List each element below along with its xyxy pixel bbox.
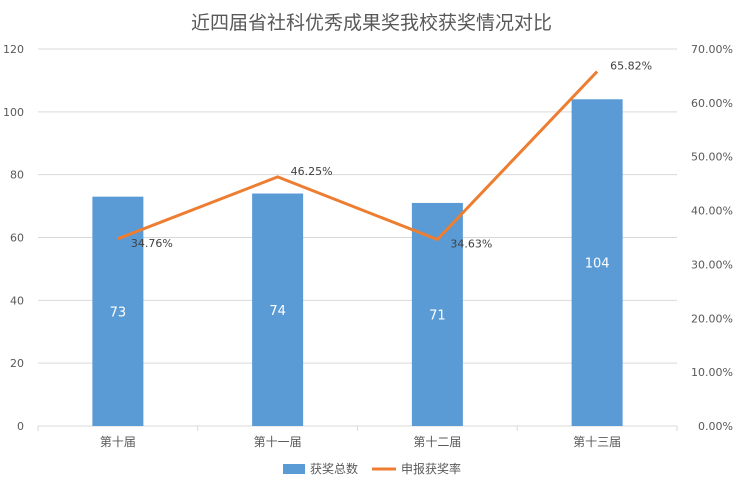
y-right-tick-label: 70.00% (691, 43, 733, 56)
legend-label: 申报获奖率 (401, 461, 461, 476)
line-series (118, 72, 597, 240)
legend-swatch-bar (283, 464, 305, 474)
bar-value-label: 73 (110, 305, 127, 320)
y-left-tick-label: 80 (10, 169, 24, 182)
bar-value-label: 104 (585, 257, 610, 272)
x-category-label: 第十二届 (413, 435, 461, 449)
x-category-label: 第十届 (100, 435, 136, 449)
line-value-label: 65.82% (610, 60, 652, 73)
y-left-tick-label: 20 (10, 357, 24, 370)
y-right-tick-label: 20.00% (691, 312, 733, 325)
line-value-label: 46.25% (291, 165, 333, 178)
y-left-tick-label: 40 (10, 294, 24, 307)
y-left-tick-label: 60 (10, 232, 24, 245)
y-right-tick-label: 40.00% (691, 205, 733, 218)
y-right-tick-label: 0.00% (698, 420, 733, 433)
line-value-label: 34.63% (450, 237, 492, 250)
line-value-label: 34.76% (131, 237, 173, 250)
y-left-tick-label: 100 (3, 106, 24, 119)
y-right-tick-label: 30.00% (691, 258, 733, 271)
x-category-label: 第十一届 (254, 435, 302, 449)
y-right-tick-label: 50.00% (691, 151, 733, 164)
legend-label: 获奖总数 (310, 461, 358, 476)
y-right-tick-label: 60.00% (691, 97, 733, 110)
bar-value-label: 71 (429, 308, 446, 323)
x-category-label: 第十三届 (573, 435, 621, 449)
bar-value-label: 74 (269, 304, 286, 319)
y-left-tick-label: 0 (17, 420, 24, 433)
y-right-tick-label: 10.00% (691, 366, 733, 379)
chart-title: 近四届省社科优秀成果奖我校获奖情况对比 (0, 8, 743, 35)
y-left-tick-label: 120 (3, 43, 24, 56)
